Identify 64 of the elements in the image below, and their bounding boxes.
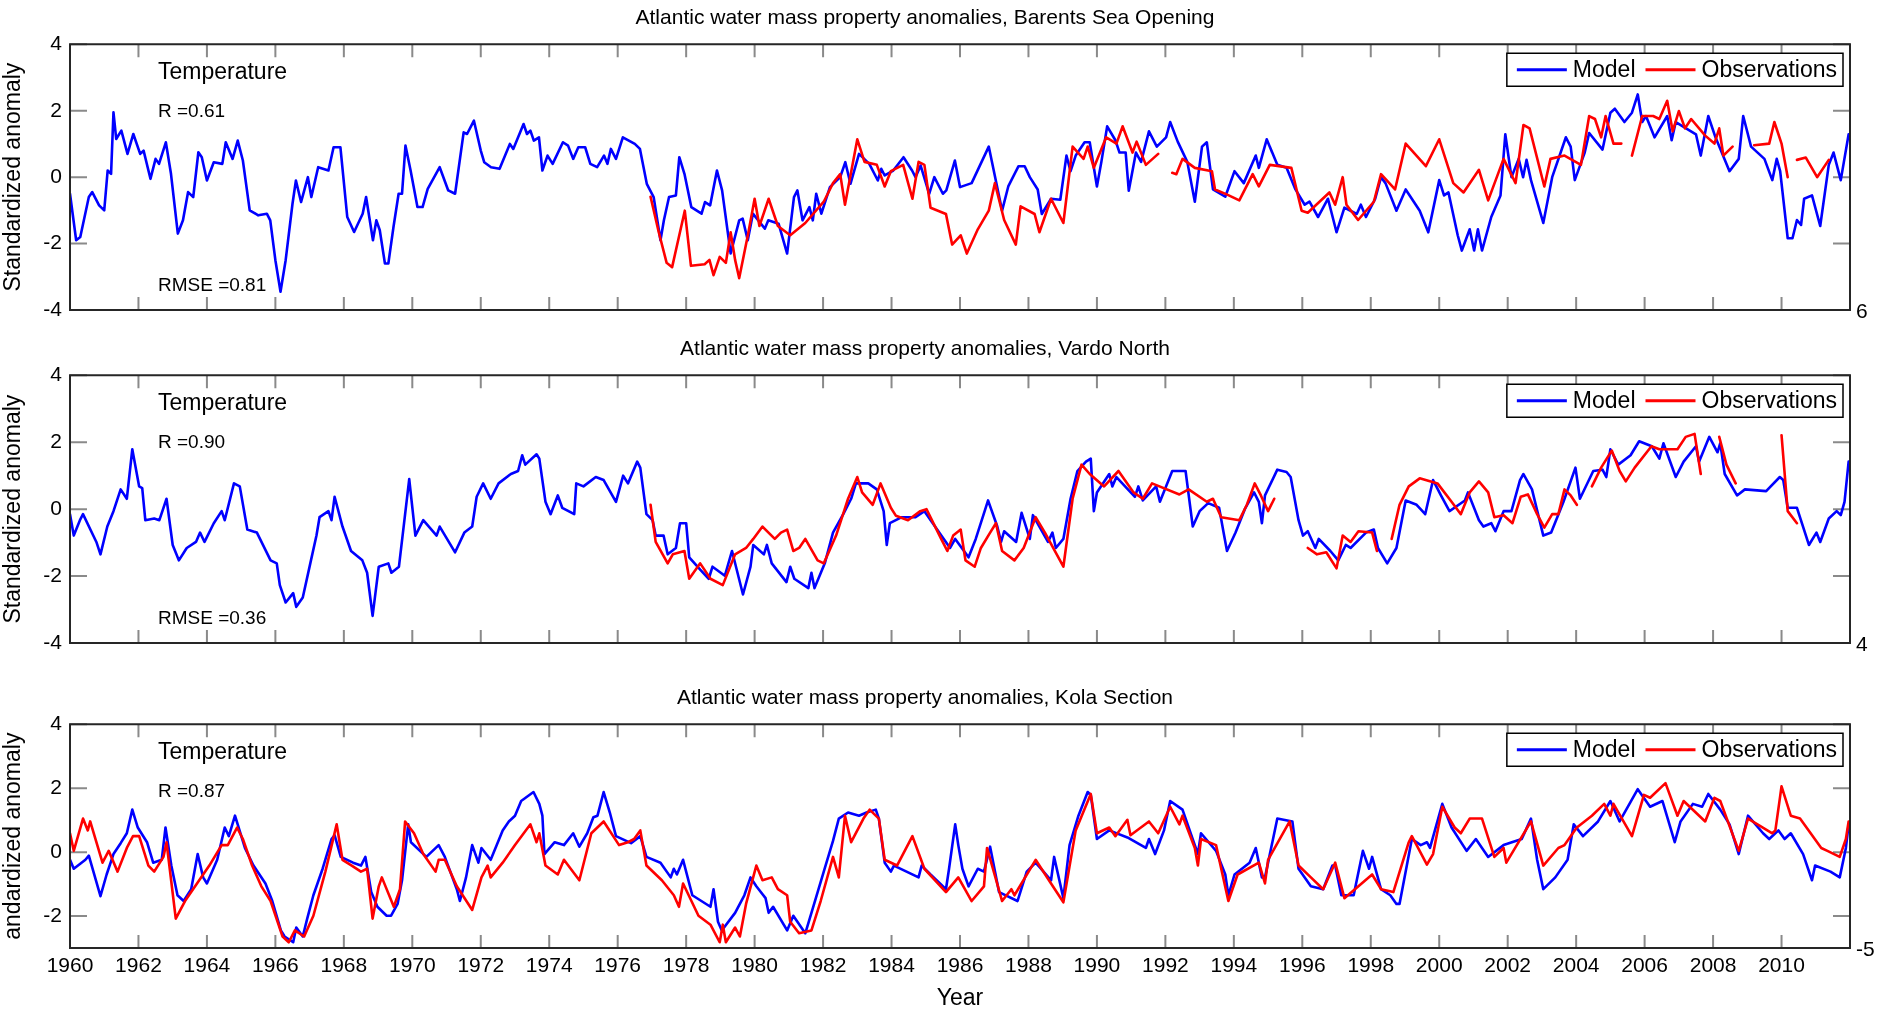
x-tick-label: 1960 [46,953,94,977]
annotation: R =0.87 [158,780,226,802]
y-tick-label: 4 [50,362,63,386]
x-tick-label: 1996 [1278,953,1326,977]
x-tick-label: 1994 [1210,953,1258,977]
y-axis-title: Standardized anomaly [0,62,26,292]
y-tick-label: 2 [50,429,62,453]
x-tick-label: 2006 [1621,953,1668,977]
y-tick-label: -2 [43,230,62,254]
y-axis-title: Standardized anomaly [0,394,26,624]
x-tick-label: 1986 [936,953,984,977]
x-tick-label: 2008 [1689,953,1737,977]
x-tick-label: 2010 [1758,953,1805,977]
annotation: Temperature [158,58,288,85]
x-tick-label: 1966 [252,953,299,977]
x-tick-label: 1964 [183,953,231,977]
legend-label: Model [1572,387,1636,414]
text: 4 [1856,631,1868,655]
y-tick-label: 2 [50,97,62,121]
annotation: RMSE =0.81 [158,274,267,295]
x-tick-label: 2004 [1552,953,1600,977]
x-tick-label: 1990 [1073,953,1121,977]
annotation: Temperature [158,738,288,765]
x-tick-label: 1968 [320,953,368,977]
text: 6 [1856,298,1868,322]
x-tick-label: 2000 [1415,953,1463,977]
y-tick-label: -2 [43,902,62,926]
x-tick-label: 1974 [525,953,573,977]
legend-label: Observations [1701,736,1838,763]
chart-title: Atlantic water mass property anomalies, Vardo North [680,336,1170,360]
legend-label: Model [1572,736,1636,763]
y-tick-label: 4 [50,31,63,55]
y-tick-label: -4 [43,296,63,320]
y-tick-label: -4 [43,629,63,653]
y-tick-label: 2 [50,775,62,799]
y-axis-title: andardized anomaly [0,732,26,940]
annotation: R =0.90 [158,431,226,453]
x-tick-label: 1962 [115,953,162,977]
x-tick-label: 1976 [594,953,642,977]
legend-label: Model [1572,56,1636,83]
y-tick-label: -2 [43,562,62,586]
y-tick-label: 0 [50,838,62,862]
annotation: Temperature [158,389,288,416]
y-tick-label: 4 [50,711,63,735]
x-tick-label: 1982 [799,953,847,977]
y-tick-label: 0 [50,495,62,519]
x-tick-label: 1978 [662,953,710,977]
annotation: R =0.61 [158,100,226,122]
x-tick-label: 1972 [457,953,505,977]
x-tick-label: 1970 [388,953,436,977]
annotation: RMSE =0.36 [158,607,267,628]
x-tick-label: 2002 [1484,953,1532,977]
x-axis-title: Year [936,983,984,1010]
chart-title: Atlantic water mass property anomalies, Barents Sea Opening [635,5,1215,29]
chart-title: Atlantic water mass property anomalies, Kola Section [676,685,1174,709]
text: -5 [1856,936,1875,960]
x-tick-label: 1980 [731,953,778,977]
x-tick-label: 1988 [1005,953,1052,977]
legend-label: Observations [1701,387,1838,414]
x-tick-label: 1984 [868,953,916,977]
x-tick-label: 1998 [1347,953,1395,977]
y-tick-label: 0 [50,163,62,187]
x-tick-label: 1992 [1142,953,1189,977]
legend-label: Observations [1701,56,1838,83]
